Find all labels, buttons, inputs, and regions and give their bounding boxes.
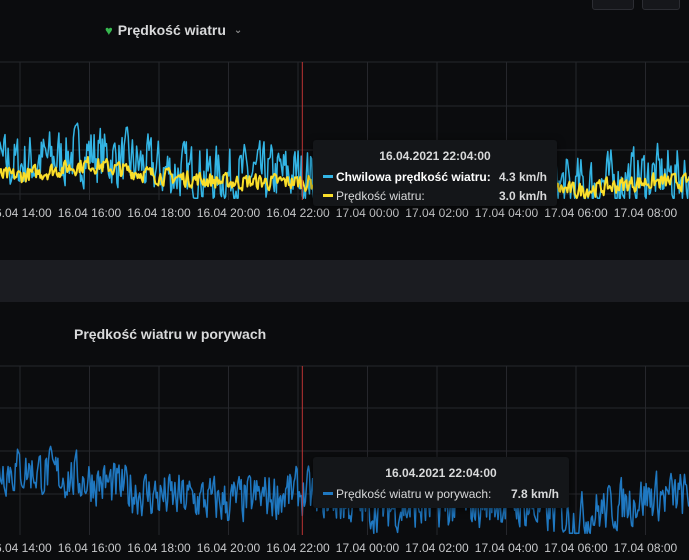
x-tick-label: 17.04 04:00 (475, 541, 539, 555)
tooltip-series-name: Prędkość wiatru: (336, 188, 425, 203)
chart-tooltip: 16.04.2021 22:04:00 Chwilowa prędkość wi… (313, 140, 557, 206)
tooltip-row: Prędkość wiatru w porywach: 7.8 km/h (313, 484, 569, 503)
x-tick-label: 17.04 00:00 (336, 206, 400, 220)
series-swatch (323, 492, 333, 495)
tooltip-series-value: 7.8 km/h (510, 486, 559, 501)
x-tick-label: 16.04 14:00 (0, 206, 52, 220)
x-tick-label: 16.04 18:00 (127, 541, 191, 555)
heart-icon: ♥ (105, 22, 113, 38)
x-tick-label: 16.04 22:00 (266, 206, 330, 220)
x-tick-label: 17.04 02:00 (405, 206, 469, 220)
panel-title: Prędkość wiatru (117, 22, 226, 38)
toolbar-button[interactable] (642, 0, 680, 10)
x-tick-label: 17.04 04:00 (475, 206, 539, 220)
wind-gust-chart[interactable]: 16.04 14:00 16.04 16:00 16.04 18:00 16.04 2… (0, 302, 689, 560)
x-tick-label: 17.04 08:00 (614, 206, 678, 220)
chevron-down-icon: ⌄ (233, 24, 243, 36)
x-tick-label: 16.04 16:00 (58, 206, 122, 220)
x-tick-label: 17.04 00:00 (336, 541, 400, 555)
x-tick-label: 16.04 18:00 (127, 206, 191, 220)
x-tick-label: 16.04 20:00 (197, 206, 261, 220)
toolbar-button[interactable] (592, 0, 634, 10)
tooltip-time: 16.04.2021 22:04:00 (379, 149, 491, 163)
wind-gust-panel: Prędkość wiatru w porywach 16.04 14:0016… (0, 302, 689, 560)
x-tick-label: 17.04 08:00 (614, 541, 678, 555)
panel-title-menu[interactable]: ♥ Prędkość wiatru ⌄ (105, 22, 242, 38)
tooltip-row: Chwilowa prędkość wiatru: 4.3 km/h (313, 167, 557, 186)
x-tick-label: 17.04 06:00 (544, 206, 608, 220)
tooltip-series-name: Prędkość wiatru w porywach: (336, 486, 492, 501)
x-tick-label: 16.04 16:00 (58, 541, 122, 555)
wind-speed-panel: ♥ Prędkość wiatru ⌄ 16.04 14:00 16.04 16:… (0, 0, 689, 260)
x-tick-label: 16.04 20:00 (197, 541, 261, 555)
panel-title[interactable]: Prędkość wiatru w porywach (74, 326, 267, 342)
tooltip-row: Prędkość wiatru: 3.0 km/h (313, 186, 557, 205)
tooltip-time: 16.04.2021 22:04:00 (385, 466, 497, 480)
x-tick-label: 16.04 14:00 (0, 541, 52, 555)
tooltip-series-value: 3.0 km/h (498, 188, 547, 203)
chart-tooltip: 16.04.2021 22:04:00 Prędkość wiatru w po… (313, 457, 569, 508)
series-swatch (323, 194, 333, 197)
wind-speed-chart[interactable]: 16.04 14:00 16.04 16:00 16.04 18:00 16.04 2… (0, 0, 689, 260)
tooltip-series-name: Chwilowa prędkość wiatru: (336, 169, 491, 184)
panel-separator (0, 260, 689, 302)
x-tick-label: 17.04 02:00 (405, 541, 469, 555)
series-swatch (323, 175, 333, 178)
tooltip-series-value: 4.3 km/h (498, 169, 547, 184)
x-tick-label: 17.04 06:00 (544, 541, 608, 555)
x-tick-label: 16.04 22:00 (266, 541, 330, 555)
